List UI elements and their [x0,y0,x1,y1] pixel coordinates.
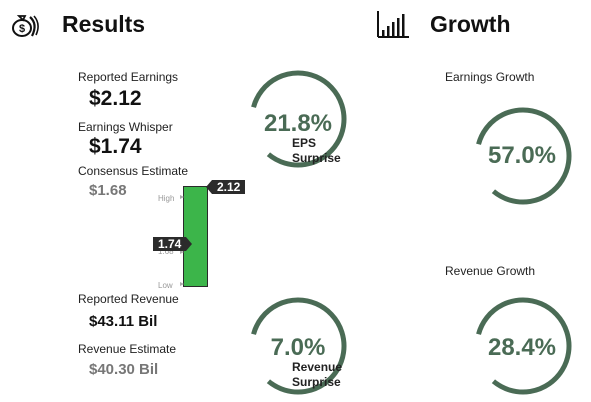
revenue-growth-gauge [473,296,573,396]
consensus-estimate-value: $1.68 [89,182,127,199]
reported-revenue-value: $43.11 Bil [89,313,158,330]
eps-surprise-percent: 21.8% [263,110,333,137]
revenue-estimate-value: $40.30 Bil [89,361,159,378]
reported-earnings-label: Reported Earnings [78,70,179,84]
eps-surprise-caption-1: EPS [292,136,317,150]
eps-surprise-caption-2: Surprise [292,151,341,165]
revenue-estimate-label: Revenue Estimate [78,342,177,356]
revenue-surprise-caption-2: Surprise [292,375,341,389]
consensus-estimate-label: Consensus Estimate [78,164,189,178]
earnings-range-bar [183,186,208,287]
revenue-surprise-gauge [248,296,348,396]
growth-title: Growth [430,11,511,37]
range-mid-label: 1.68 [158,247,174,256]
earnings-whisper-value: $1.74 [89,135,142,158]
revenue-surprise-gauge-arc [251,297,347,395]
svg-text:$: $ [19,23,25,35]
earnings-whisper-flag: 1.74 [153,237,193,251]
revenue-growth-label: Revenue Growth [445,264,536,278]
range-low-label: Low [158,281,173,290]
bar-chart-icon [376,9,410,39]
revenue-surprise-caption-1: Revenue [292,360,343,374]
results-title: Results [62,11,146,37]
reported-earnings-flag: 2.12 [205,180,246,194]
money-bag-icon: $ [10,10,40,38]
earnings-whisper-label: Earnings Whisper [78,120,173,134]
reported-earnings-value: $2.12 [89,87,142,110]
eps-surprise-gauge-arc [251,70,347,168]
range-high-label: High [158,194,175,203]
reported-revenue-label: Reported Revenue [78,292,179,306]
revenue-growth-gauge-arc [476,297,572,395]
revenue-surprise-percent: 7.0% [270,334,326,361]
revenue-growth-percent: 28.4% [487,334,557,361]
earnings-growth-label: Earnings Growth [445,70,535,84]
earnings-growth-percent: 57.0% [487,142,557,169]
earnings-growth-gauge [473,106,573,206]
eps-surprise-gauge [248,69,348,169]
earnings-growth-gauge-arc [476,107,572,205]
